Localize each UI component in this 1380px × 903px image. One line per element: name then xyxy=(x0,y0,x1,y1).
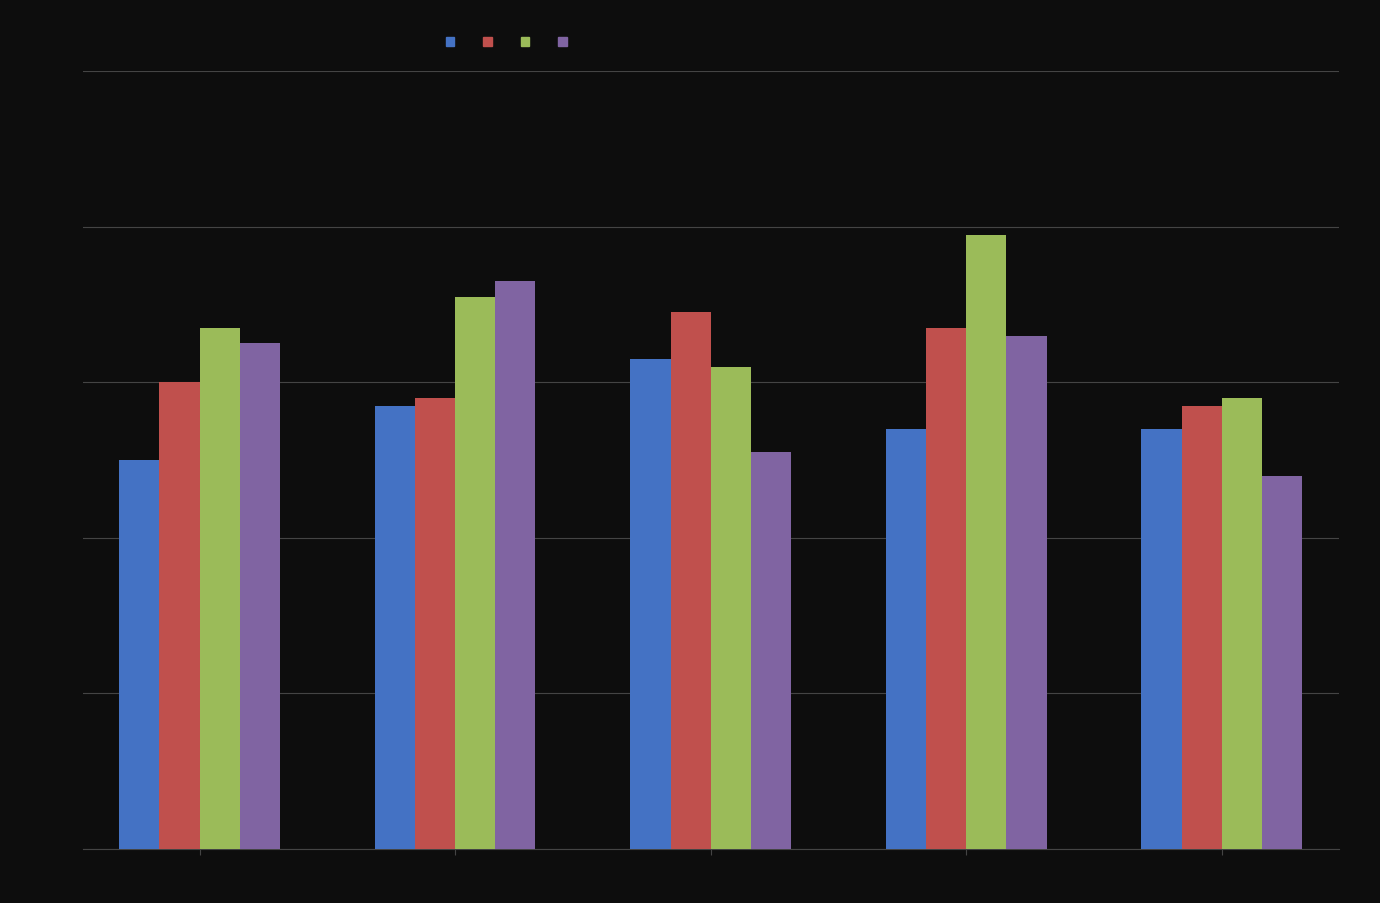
Bar xyxy=(751,452,791,849)
Bar xyxy=(966,236,1006,849)
Bar xyxy=(926,329,966,849)
Bar xyxy=(160,383,200,849)
Bar xyxy=(375,406,415,849)
Bar xyxy=(495,282,535,849)
Bar xyxy=(455,297,495,849)
Bar xyxy=(240,344,280,849)
Legend: , , , : , , , xyxy=(440,32,575,55)
Bar xyxy=(415,398,455,849)
Bar xyxy=(711,368,751,849)
Bar xyxy=(1221,398,1261,849)
Bar xyxy=(1181,406,1221,849)
Bar xyxy=(671,313,711,849)
Bar xyxy=(631,359,671,849)
Bar xyxy=(1141,430,1181,849)
Bar xyxy=(1261,476,1303,849)
Bar xyxy=(886,430,926,849)
Bar xyxy=(1006,336,1046,849)
Bar xyxy=(200,329,240,849)
Bar xyxy=(119,461,160,849)
